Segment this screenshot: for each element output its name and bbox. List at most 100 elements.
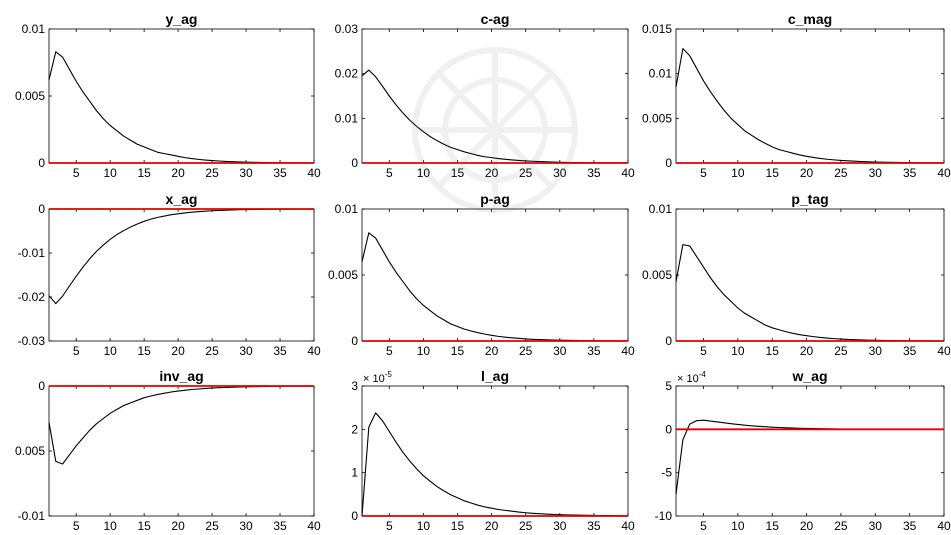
y-tick-label: 0.02 — [335, 67, 359, 81]
x-tick-label: 10 — [731, 519, 745, 533]
x-tick-label: 30 — [239, 519, 253, 533]
x-tick-label: 40 — [621, 166, 635, 180]
x-tick-label: 30 — [869, 519, 883, 533]
x-tick-label: 15 — [766, 344, 780, 358]
x-tick-label: 25 — [834, 519, 848, 533]
y-tick-label: 0.015 — [642, 22, 672, 36]
y-tick-label: -0.03 — [18, 334, 46, 348]
subplot-title: c-ag — [481, 11, 510, 27]
y-tick-label: 5 — [665, 379, 672, 393]
subplot-p-tag: 5 10 15 20 25 30 35 40 0 0.005 0.01 p_tag — [642, 191, 951, 358]
subplot-title: p_tag — [791, 191, 828, 207]
x-tick-label: 20 — [800, 166, 814, 180]
x-tick-label: 15 — [137, 166, 151, 180]
y-tick-label: 0 — [351, 334, 358, 348]
x-tick-label: 5 — [73, 166, 80, 180]
y-tick-label: 3 — [351, 379, 358, 393]
x-tick-label: 20 — [800, 344, 814, 358]
y-tick-label: 2 — [351, 422, 358, 436]
subplot-x-ag: 5 10 15 20 25 30 35 40 -0.03 -0.02 -0.01 0 x_ag — [18, 191, 321, 358]
y-tick-label: -0.01 — [18, 246, 46, 260]
x-tick-label: 25 — [519, 519, 533, 533]
x-tick-label: 10 — [731, 344, 745, 358]
exponent-power: -5 — [385, 370, 393, 379]
y-tick-label: -0.01 — [18, 509, 46, 523]
subplot-c-ag: 5 10 15 20 25 30 35 40 0 0.01 0.02 0.03 c-ag — [335, 11, 635, 180]
exponent-power: -4 — [699, 370, 707, 379]
y-tick-label: 0 — [38, 202, 45, 216]
x-tick-label: 30 — [239, 344, 253, 358]
x-tick-label: 15 — [137, 344, 151, 358]
y-tick-label: 0 — [38, 156, 45, 170]
x-tick-label: 40 — [937, 166, 951, 180]
y-tick-label: -10 — [655, 509, 673, 523]
x-tick-label: 10 — [103, 519, 117, 533]
x-tick-label: 20 — [171, 519, 185, 533]
x-tick-label: 25 — [834, 344, 848, 358]
x-tick-label: 20 — [485, 519, 499, 533]
x-tick-label: 40 — [621, 519, 635, 533]
x-tick-label: 5 — [386, 166, 393, 180]
subplot-title: p-ag — [480, 191, 510, 207]
x-tick-label: 5 — [700, 166, 707, 180]
axes-box — [361, 385, 629, 517]
axes-box — [48, 28, 315, 164]
subplot-title: x_ag — [166, 191, 198, 207]
y-tick-label: 0 — [38, 379, 45, 393]
y-tick-label: 0.01 — [335, 111, 359, 125]
subplot-inv-ag: 5 10 15 20 25 30 35 40 -0.01 0.005 0 inv_ag — [15, 368, 321, 533]
x-tick-label: 30 — [239, 166, 253, 180]
exponent-label: × 10-5 — [363, 370, 392, 385]
x-tick-label: 40 — [937, 519, 951, 533]
y-tick-label: 0.01 — [649, 202, 673, 216]
x-tick-label: 15 — [451, 166, 465, 180]
x-tick-label: 5 — [700, 344, 707, 358]
subplot-y-ag: 5 10 15 20 25 30 35 40 0 0.005 0.01 y_ag — [15, 11, 321, 180]
x-tick-label: 35 — [587, 344, 601, 358]
x-tick-label: 25 — [519, 344, 533, 358]
exponent-label: × 10-4 — [677, 370, 706, 385]
y-tick-label: 0.01 — [649, 67, 673, 81]
axes-box — [675, 208, 945, 342]
x-tick-label: 35 — [273, 519, 287, 533]
x-tick-label: 25 — [205, 344, 219, 358]
y-tick-label: 0.005 — [642, 268, 672, 282]
y-tick-label: -0.02 — [18, 290, 46, 304]
x-tick-label: 30 — [553, 519, 567, 533]
axes-box — [361, 208, 629, 342]
axes-box — [48, 385, 315, 517]
x-tick-label: 35 — [903, 519, 917, 533]
x-tick-label: 5 — [73, 519, 80, 533]
y-tick-label: 0.03 — [335, 22, 359, 36]
axes-box — [48, 208, 315, 342]
y-tick-label: 0.01 — [335, 202, 359, 216]
x-tick-label: 25 — [205, 166, 219, 180]
y-tick-label: 0.005 — [328, 268, 358, 282]
subplot-title: l_ag — [481, 368, 509, 384]
subplot-c-mag: 5 10 15 20 25 30 35 40 0 0.005 0.01 0.015 c_mag — [642, 11, 951, 180]
x-tick-label: 35 — [903, 344, 917, 358]
x-tick-label: 15 — [766, 166, 780, 180]
x-tick-label: 35 — [587, 166, 601, 180]
x-tick-label: 20 — [485, 344, 499, 358]
x-tick-label: 15 — [451, 519, 465, 533]
x-tick-label: 40 — [307, 166, 321, 180]
x-tick-label: 40 — [937, 344, 951, 358]
x-tick-label: 15 — [451, 344, 465, 358]
y-tick-label: -5 — [661, 466, 672, 480]
subplot-w-ag: 5 10 15 20 25 30 35 40 -10 -5 0 5 w_ag × 10-4 — [655, 368, 951, 533]
x-tick-label: 10 — [417, 166, 431, 180]
y-tick-label: 0 — [665, 156, 672, 170]
x-tick-label: 15 — [137, 519, 151, 533]
subplot-p-ag: 5 10 15 20 25 30 35 40 0 0.005 0.01 p-ag — [328, 191, 635, 358]
x-tick-label: 10 — [103, 344, 117, 358]
x-tick-label: 25 — [834, 166, 848, 180]
x-tick-label: 10 — [417, 519, 431, 533]
x-tick-label: 35 — [587, 519, 601, 533]
x-tick-label: 35 — [903, 166, 917, 180]
x-tick-label: 40 — [621, 344, 635, 358]
x-tick-label: 10 — [731, 166, 745, 180]
x-tick-label: 20 — [485, 166, 499, 180]
y-tick-label: 0.01 — [22, 22, 46, 36]
